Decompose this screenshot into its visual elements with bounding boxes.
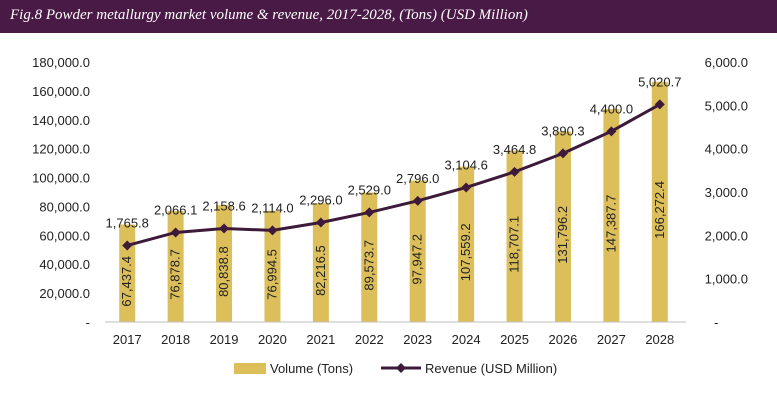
- left-tick-label: 40,000.0: [39, 257, 90, 272]
- left-tick-label: 60,000.0: [39, 228, 90, 243]
- revenue-line: [122, 99, 665, 251]
- x-tick-label: 2018: [161, 332, 190, 347]
- revenue-value-label: 3,464.8: [493, 142, 536, 157]
- revenue-point: [315, 217, 326, 228]
- revenue-point: [654, 99, 665, 110]
- revenue-value-label: 5,020.7: [638, 74, 681, 89]
- x-tick-label: 2017: [113, 332, 142, 347]
- x-tick-label: 2028: [645, 332, 674, 347]
- volume-bar: [119, 224, 136, 322]
- x-tick-label: 2027: [597, 332, 626, 347]
- volume-bar: [361, 192, 378, 322]
- revenue-value-label: 2,158.6: [202, 198, 245, 213]
- volume-bar: [651, 81, 668, 322]
- revenue-value-label: 2,114.0: [251, 200, 293, 215]
- revenue-point: [170, 227, 181, 238]
- right-tick-label: 5,000.0: [705, 98, 748, 113]
- x-axis: 2017 2018 2019 2020 2021 2022 2023 2024 2025 2026…: [105, 321, 686, 347]
- right-tick-label: 2,000.0: [705, 228, 748, 243]
- revenue-value-label: 4,400.0: [590, 101, 633, 116]
- revenue-value-label: 2,296.0: [299, 193, 342, 208]
- volume-value-label: 76,878.7: [168, 249, 183, 300]
- volume-bar: [264, 210, 281, 322]
- volume-value-label: 67,437.4: [119, 256, 134, 307]
- x-tick-label: 2025: [500, 332, 529, 347]
- volume-value-label: 131,796.2: [555, 206, 570, 264]
- legend-swatch-revenue-marker: [396, 363, 406, 373]
- revenue-point: [267, 225, 278, 236]
- revenue-point: [122, 240, 133, 251]
- right-tick-label: 1,000.0: [705, 272, 748, 287]
- revenue-value-label: 2,796.0: [396, 171, 439, 186]
- volume-bar: [458, 166, 475, 322]
- right-y-axis: - 1,000.0 2,000.0 3,000.0 4,000.0 5,000.0 6,00…: [705, 55, 748, 330]
- volume-value-label: 76,994.5: [264, 249, 279, 300]
- revenue-point: [219, 223, 230, 234]
- volume-bar: [167, 210, 184, 322]
- left-tick-label: 120,000.0: [32, 142, 90, 157]
- revenue-line-path: [126, 103, 661, 247]
- volume-bar: [312, 203, 329, 322]
- volume-bar: [216, 205, 233, 322]
- volume-value-label: 118,707.1: [507, 216, 522, 273]
- right-tick-label: 4,000.0: [705, 142, 748, 157]
- left-tick-label: 140,000.0: [32, 113, 90, 128]
- revenue-point: [509, 166, 520, 177]
- x-tick-label: 2024: [452, 332, 481, 347]
- revenue-value-label: 3,104.6: [444, 157, 487, 172]
- revenue-value-label: 2,066.1: [154, 202, 197, 217]
- right-tick-label: -: [714, 315, 718, 330]
- volume-value-label: 80,838.8: [216, 246, 231, 297]
- volume-bar: [554, 131, 571, 322]
- x-tick-label: 2019: [210, 332, 239, 347]
- volume-bar: [409, 180, 426, 322]
- volume-value-label: 147,387.7: [603, 195, 618, 253]
- x-tick-label: 2022: [355, 332, 384, 347]
- volume-value-label: 89,573.7: [361, 240, 376, 291]
- volume-bar: [506, 150, 523, 322]
- left-y-axis: - 20,000.0 40,000.0 60,000.0 80,000.0 100,000…: [32, 55, 90, 330]
- volume-bar: [603, 109, 620, 322]
- revenue-point: [461, 182, 472, 193]
- revenue-point: [364, 207, 375, 218]
- left-tick-label: 180,000.0: [32, 55, 90, 70]
- right-tick-label: 3,000.0: [705, 185, 748, 200]
- left-tick-label: 100,000.0: [32, 171, 90, 186]
- left-tick-label: 80,000.0: [39, 199, 90, 214]
- revenue-value-label: 1,765.8: [106, 215, 149, 230]
- x-tick-label: 2020: [258, 332, 287, 347]
- right-tick-label: 6,000.0: [705, 55, 748, 70]
- revenue-value-label: 2,529.0: [348, 182, 391, 197]
- revenue-point: [412, 195, 423, 206]
- figure-header: Fig.8 Powder metallurgy market volume & …: [0, 0, 777, 33]
- x-tick-label: 2026: [548, 332, 577, 347]
- chart-title: Fig.8 Powder metallurgy market volume & …: [10, 7, 528, 23]
- revenue-labels: 1,765.8 2,066.1 2,158.6 2,114.0 2,296.0 2,529…: [106, 74, 682, 230]
- legend: Volume (Tons) Revenue (USD Million): [234, 361, 557, 376]
- revenue-point: [606, 126, 617, 137]
- revenue-point: [557, 148, 568, 159]
- volume-value-label: 97,947.2: [410, 234, 425, 285]
- revenue-value-label: 3,890.3: [541, 123, 584, 138]
- volume-bars: [119, 81, 668, 322]
- x-tick-label: 2023: [403, 332, 432, 347]
- legend-label-volume: Volume (Tons): [270, 361, 353, 376]
- volume-labels: 67,437.4 76,878.7 80,838.8 76,994.5 82,216.5…: [119, 181, 667, 307]
- x-tick-label: 2021: [306, 332, 335, 347]
- left-tick-label: -: [86, 315, 90, 330]
- left-tick-label: 160,000.0: [32, 84, 90, 99]
- legend-swatch-volume: [234, 363, 266, 374]
- volume-value-label: 166,272.4: [652, 181, 667, 239]
- left-tick-label: 20,000.0: [39, 286, 90, 301]
- volume-value-label: 107,559.2: [458, 223, 473, 281]
- volume-value-label: 82,216.5: [313, 245, 328, 296]
- legend-label-revenue: Revenue (USD Million): [425, 361, 557, 376]
